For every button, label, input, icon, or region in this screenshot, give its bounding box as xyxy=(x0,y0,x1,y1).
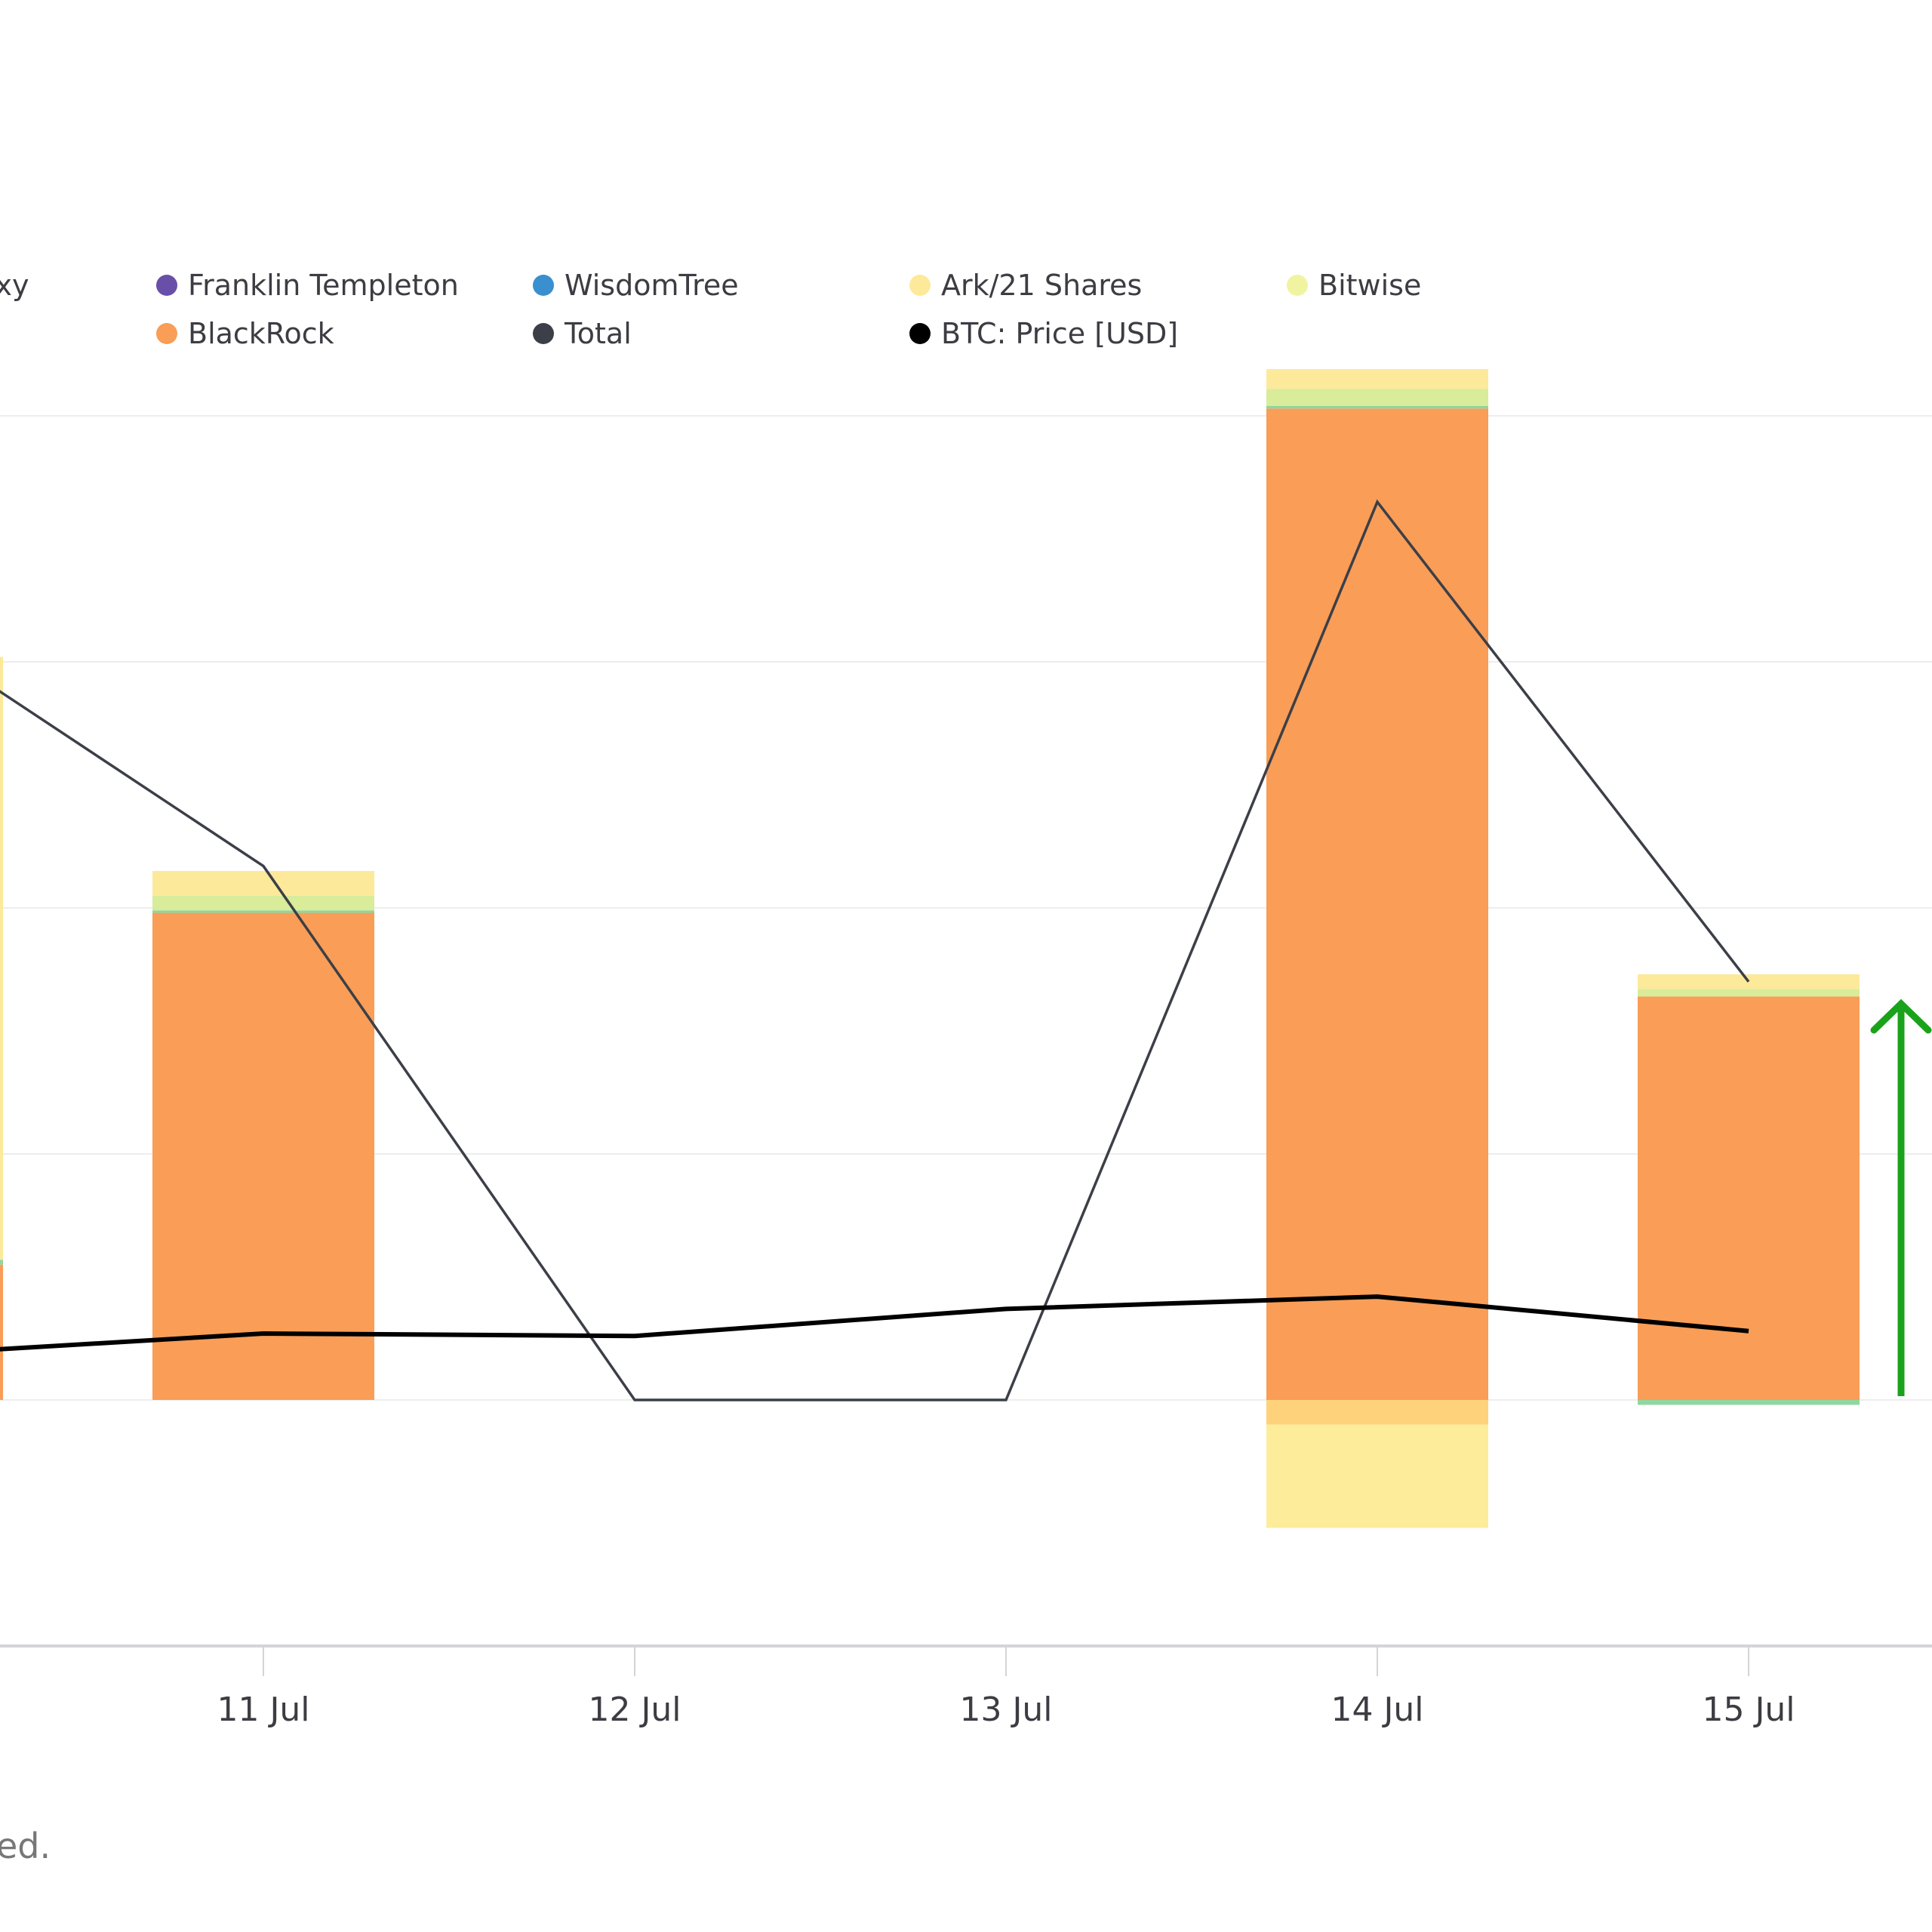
x-tick-label: 13 Jul xyxy=(959,1690,1052,1729)
legend-label: BlackRock xyxy=(188,317,334,350)
bar-segment xyxy=(1266,1400,1488,1425)
legend-marker xyxy=(909,275,931,296)
x-axis: 11 Jul 12 Jul 13 Jul 14 Jul 15 Jul xyxy=(217,1646,1795,1729)
bar-segment xyxy=(0,657,3,1260)
legend-marker xyxy=(156,275,177,296)
line-layer xyxy=(0,499,1750,1401)
legend: Invesco/Galaxy Franklin Templeton WisdomTr… xyxy=(0,269,1421,350)
bar-segment xyxy=(1638,996,1860,1400)
btc-price-line xyxy=(0,1294,1749,1352)
legend-label: Ark/21 Shares xyxy=(941,269,1142,302)
legend-item[interactable]: Bitwise xyxy=(1287,269,1421,302)
x-tick-label: 11 Jul xyxy=(217,1690,309,1729)
legend-marker xyxy=(156,323,177,344)
arrow-head xyxy=(1870,998,1932,1034)
bar-segment xyxy=(1266,369,1488,389)
legend-marker xyxy=(533,323,554,344)
x-tick-label: 14 Jul xyxy=(1331,1690,1423,1729)
legend-marker xyxy=(533,275,554,296)
bar-segment xyxy=(152,910,374,913)
bar-segment xyxy=(1266,1424,1488,1528)
legend-marker xyxy=(909,323,931,344)
legend-label: Bitwise xyxy=(1318,269,1421,302)
legend-item[interactable]: WisdomTree xyxy=(533,269,739,302)
bar-segment xyxy=(0,1260,3,1265)
total-line xyxy=(0,499,1750,1401)
legend-label: Franklin Templeton xyxy=(188,269,459,302)
legend-label: Invesco/Galaxy xyxy=(0,269,29,302)
bar-segment xyxy=(152,895,374,911)
legend-label: WisdomTree xyxy=(565,269,739,302)
bar-segment xyxy=(0,1264,3,1400)
legend-label: BTC: Price [USD] xyxy=(941,317,1178,350)
bar-segment xyxy=(1266,405,1488,409)
x-tick-label: 12 Jul xyxy=(588,1690,681,1729)
legend-item[interactable]: BTC: Price [USD] xyxy=(909,317,1178,350)
legend-item[interactable]: BlackRock xyxy=(156,317,334,350)
legend-item[interactable]: Ark/21 Shares xyxy=(909,269,1142,302)
legend-item[interactable]: Total xyxy=(533,317,632,350)
legend-item[interactable]: Invesco/Galaxy xyxy=(0,269,29,302)
footnote-text: ed. xyxy=(0,1826,51,1866)
x-tick-label: 15 Jul xyxy=(1702,1690,1795,1729)
bar-segment xyxy=(152,871,374,896)
bar-segment xyxy=(1638,1400,1860,1405)
bar-segment xyxy=(1638,989,1860,997)
bar-layer xyxy=(0,369,1860,1528)
legend-item[interactable]: Franklin Templeton xyxy=(156,269,459,302)
bar-segment xyxy=(152,912,374,1400)
legend-marker xyxy=(1287,275,1308,296)
bar-segment xyxy=(1266,408,1488,1400)
annotation-layer xyxy=(1870,998,1932,1396)
bar-segment xyxy=(1266,389,1488,406)
legend-label: Total xyxy=(564,317,632,350)
